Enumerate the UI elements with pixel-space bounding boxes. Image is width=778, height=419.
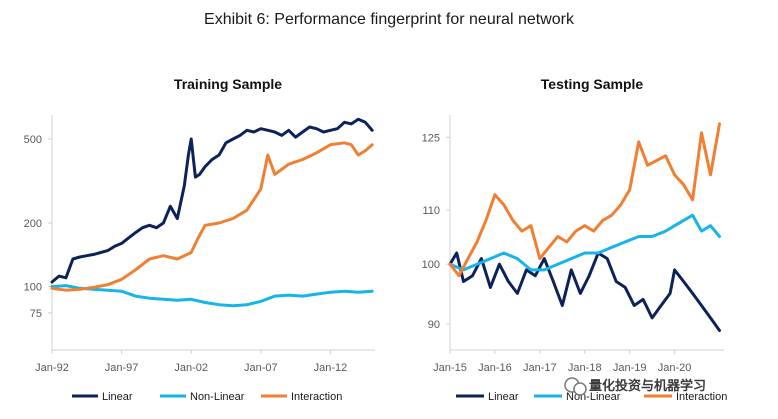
training-y-tick-label: 500 <box>24 134 42 146</box>
training-y-tick-label: 200 <box>24 218 42 230</box>
testing-interaction-line <box>448 122 721 278</box>
wechat-icon-bubble <box>573 382 587 396</box>
testing-y-tick-label: 110 <box>422 205 440 217</box>
training-x-tick-label: Jan-97 <box>105 362 139 374</box>
training-y-tick-label: 100 <box>24 281 42 293</box>
testing-x-tick-label: Jan-17 <box>523 362 557 374</box>
training-y-tick-label: 75 <box>30 308 42 320</box>
testing-y-tick-label: 90 <box>428 319 440 331</box>
training-x-tick-label: Jan-92 <box>35 362 69 374</box>
testing-x-tick-label: Jan-15 <box>433 362 467 374</box>
training-linear-line <box>50 117 374 284</box>
watermark-text: 量化投资与机器学习 <box>589 378 706 393</box>
training-non-linear-line <box>50 284 374 308</box>
testing-linear-line <box>448 251 721 332</box>
legend-label-linear: Linear <box>102 391 133 403</box>
legend2-label-interaction: Interaction <box>676 391 727 403</box>
testing-chart: 90 100 110 125 Jan-15 Jan-16 Jan-17 Jan-18 Jan-1… <box>422 115 724 374</box>
testing-y-tick-label: 100 <box>422 259 440 271</box>
training-x-tick-label: Jan-12 <box>314 362 348 374</box>
testing-x-tick-label: Jan-19 <box>613 362 647 374</box>
legend: Linear Non-Linear Interaction Linear Non-Lin… <box>72 391 727 403</box>
testing-x-tick-label: Jan-16 <box>478 362 512 374</box>
legend-label-interaction: Interaction <box>291 391 342 403</box>
testing-x-tick-label: Jan-18 <box>568 362 602 374</box>
training-x-tick-label: Jan-02 <box>174 362 208 374</box>
testing-y-tick-label: 125 <box>422 132 440 144</box>
training-x-tick-label: Jan-07 <box>244 362 278 374</box>
testing-non-linear-line <box>448 213 721 272</box>
figure-title: Exhibit 6: Performance fingerprint for n… <box>204 11 575 28</box>
training-interaction-line <box>50 141 374 292</box>
legend2-label-linear: Linear <box>488 391 519 403</box>
training-chart: 75 100 200 500 Jan-92 Jan-97 Jan-02 Jan-07 Jan-1… <box>24 115 375 374</box>
testing-chart-title: Testing Sample <box>541 76 644 92</box>
watermark: 量化投资与机器学习 <box>564 377 706 396</box>
training-chart-title: Training Sample <box>174 76 282 92</box>
legend-label-non-linear: Non-Linear <box>190 391 245 403</box>
testing-x-tick-label: Jan-20 <box>658 362 692 374</box>
